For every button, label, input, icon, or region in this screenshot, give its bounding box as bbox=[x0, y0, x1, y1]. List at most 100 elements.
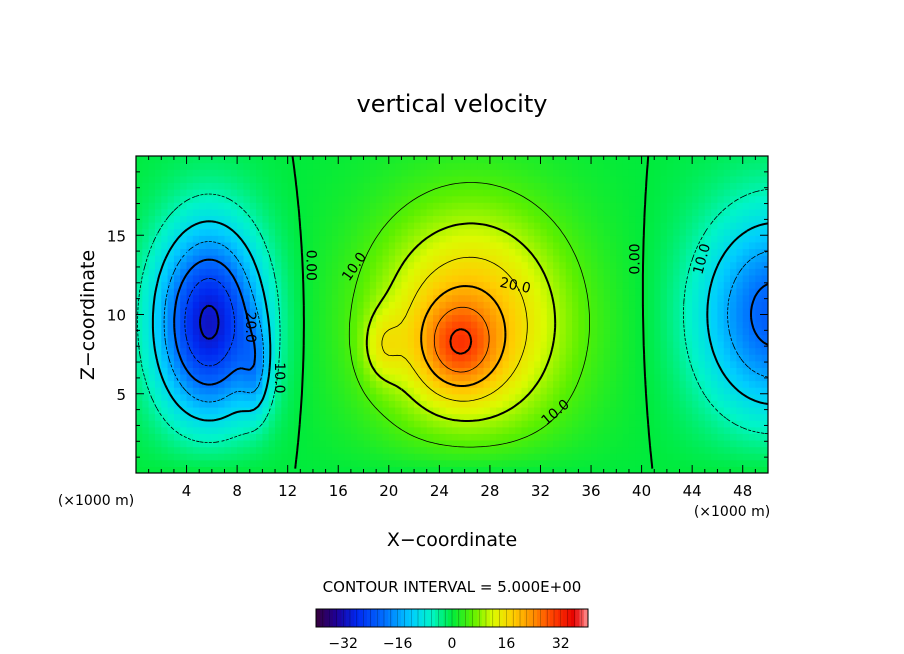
heatmap-cell bbox=[136, 321, 143, 329]
heatmap-cell bbox=[331, 202, 339, 210]
heatmap-cell bbox=[243, 228, 251, 236]
heatmap-cell bbox=[660, 373, 668, 382]
heatmap-cell bbox=[426, 426, 434, 434]
heatmap-cell bbox=[616, 182, 624, 190]
heatmap-cell bbox=[433, 182, 440, 190]
heatmap-cell bbox=[572, 380, 579, 388]
heatmap-cell bbox=[319, 433, 327, 441]
heatmap-cell bbox=[660, 268, 668, 276]
heatmap-cell bbox=[281, 327, 289, 335]
heatmap-cell bbox=[230, 453, 238, 461]
heatmap-cell bbox=[161, 189, 169, 197]
heatmap-cell bbox=[540, 281, 548, 289]
heatmap-cell bbox=[572, 195, 579, 203]
heatmap-cell bbox=[281, 215, 289, 223]
heatmap-cell bbox=[136, 189, 143, 197]
heatmap-cell bbox=[679, 459, 687, 467]
heatmap-cell bbox=[230, 255, 238, 263]
heatmap-cell bbox=[382, 373, 390, 382]
heatmap-cell bbox=[679, 261, 687, 269]
heatmap-cell bbox=[312, 215, 320, 223]
heatmap-cell bbox=[723, 459, 731, 467]
heatmap-cell bbox=[698, 248, 706, 256]
heatmap-cell bbox=[654, 222, 662, 230]
heatmap-cell bbox=[294, 208, 301, 217]
heatmap-cell bbox=[572, 175, 579, 184]
heatmap-cell bbox=[401, 189, 409, 197]
heatmap-cell bbox=[211, 156, 219, 164]
heatmap-cell bbox=[142, 466, 150, 473]
heatmap-cell bbox=[597, 327, 605, 335]
heatmap-cell bbox=[445, 208, 453, 217]
heatmap-cell bbox=[622, 294, 630, 302]
heatmap-cell bbox=[749, 268, 756, 276]
heatmap-cell bbox=[761, 208, 768, 217]
heatmap-cell bbox=[515, 255, 523, 263]
heatmap-cell bbox=[508, 274, 516, 283]
heatmap-cell bbox=[173, 413, 181, 421]
heatmap-cell bbox=[199, 288, 207, 296]
heatmap-cell bbox=[603, 453, 611, 461]
heatmap-cell bbox=[736, 439, 744, 448]
heatmap-cell bbox=[755, 466, 763, 473]
heatmap-cell bbox=[426, 373, 434, 382]
heatmap-cell bbox=[565, 347, 573, 355]
heatmap-cell bbox=[249, 321, 257, 329]
heatmap-cell bbox=[489, 400, 497, 408]
heatmap-cell bbox=[603, 281, 611, 289]
heatmap-cell bbox=[287, 208, 295, 217]
heatmap-cell bbox=[761, 301, 768, 309]
heatmap-cell bbox=[749, 288, 756, 296]
heatmap-cell bbox=[749, 228, 756, 236]
heatmap-cell bbox=[755, 162, 763, 170]
heatmap-cell bbox=[199, 175, 207, 184]
heatmap-cell bbox=[237, 189, 245, 197]
heatmap-cell bbox=[610, 347, 617, 355]
heatmap-cell bbox=[268, 202, 276, 210]
heatmap-cell bbox=[445, 189, 453, 197]
heatmap-cell bbox=[666, 433, 674, 441]
heatmap-cell bbox=[331, 459, 339, 467]
heatmap-cell bbox=[344, 162, 352, 170]
heatmap-cell bbox=[616, 215, 624, 223]
heatmap-cell bbox=[256, 347, 263, 355]
heatmap-cell bbox=[205, 367, 213, 375]
heatmap-cell bbox=[597, 393, 605, 401]
heatmap-cell bbox=[546, 321, 554, 329]
heatmap-cell bbox=[331, 380, 339, 388]
heatmap-cell bbox=[452, 373, 459, 382]
heatmap-cell bbox=[470, 156, 478, 164]
heatmap-cell bbox=[458, 406, 466, 415]
heatmap-cell bbox=[142, 413, 150, 421]
heatmap-cell bbox=[666, 215, 674, 223]
heatmap-cell bbox=[742, 288, 750, 296]
heatmap-cell bbox=[281, 446, 289, 454]
heatmap-cell bbox=[673, 281, 681, 289]
heatmap-cell bbox=[180, 433, 188, 441]
heatmap-cell bbox=[666, 175, 674, 184]
heatmap-cell bbox=[388, 387, 396, 395]
heatmap-cell bbox=[186, 446, 194, 454]
heatmap-cell bbox=[199, 400, 207, 408]
heatmap-cell bbox=[173, 195, 181, 203]
heatmap-cell bbox=[205, 314, 213, 322]
heatmap-cell bbox=[192, 182, 200, 190]
heatmap-cell bbox=[470, 241, 478, 250]
heatmap-cell bbox=[736, 380, 744, 388]
heatmap-cell bbox=[167, 162, 175, 170]
heatmap-cell bbox=[388, 235, 396, 243]
heatmap-cell bbox=[426, 235, 434, 243]
heatmap-cell bbox=[616, 228, 624, 236]
heatmap-cell bbox=[470, 400, 478, 408]
heatmap-cell bbox=[755, 156, 763, 164]
heatmap-cell bbox=[363, 156, 371, 164]
heatmap-cell bbox=[300, 169, 308, 177]
heatmap-cell bbox=[369, 241, 377, 250]
heatmap-cell bbox=[755, 340, 763, 349]
heatmap-cell bbox=[344, 360, 352, 368]
heatmap-cell bbox=[546, 248, 554, 256]
heatmap-cell bbox=[148, 228, 156, 236]
heatmap-cell bbox=[325, 360, 333, 368]
heatmap-cell bbox=[180, 288, 188, 296]
heatmap-cell bbox=[439, 195, 447, 203]
